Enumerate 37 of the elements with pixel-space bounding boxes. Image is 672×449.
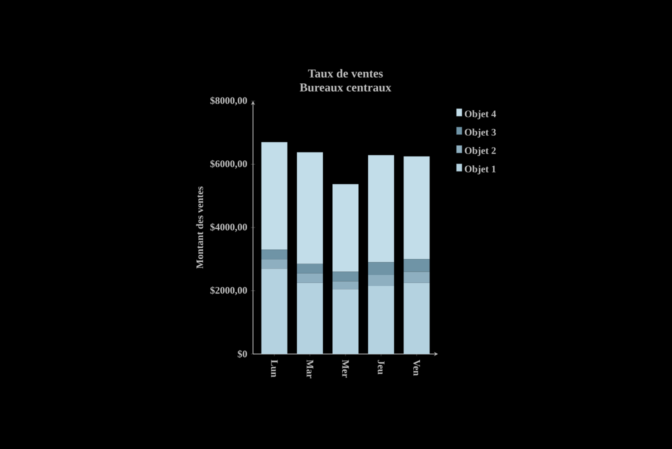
legend-label: Objet 3 (464, 128, 496, 138)
y-axis-title: Montant des ventes (196, 186, 204, 269)
bar (332, 272, 359, 282)
bar (332, 281, 359, 290)
bar (296, 273, 323, 283)
y-tick-label: $0 (238, 350, 247, 358)
bar (296, 282, 323, 354)
bar (296, 264, 323, 274)
bar (404, 282, 430, 354)
bar (404, 156, 430, 260)
bar (261, 142, 288, 250)
legend-label: Objet 2 (464, 146, 496, 156)
bar (404, 272, 430, 283)
x-tick-label: Mer (342, 360, 349, 378)
bar (368, 155, 394, 262)
chart-subtitle: Bureaux centraux (300, 84, 392, 92)
bar (261, 250, 288, 260)
chart-title: Taux de ventes (308, 69, 383, 78)
x-tick-label: Jeu (378, 360, 384, 374)
bar (368, 274, 394, 286)
bar (368, 286, 394, 354)
legend-label: Objet 4 (464, 110, 496, 120)
y-tick-label: $2000,00 (210, 286, 247, 296)
legend-label: Objet 1 (464, 165, 496, 174)
bar (261, 259, 288, 269)
x-tick-label: Mar (306, 360, 314, 378)
y-tick-label: $4000,00 (210, 223, 247, 232)
x-tick-label: Ven (413, 360, 420, 376)
y-tick-label: $6000,00 (210, 160, 247, 169)
bar (332, 184, 359, 272)
bar (261, 268, 288, 354)
bar (368, 262, 394, 275)
y-tick-label: $8000,00 (210, 96, 247, 106)
bar (332, 289, 359, 354)
bar (296, 152, 323, 264)
x-tick-label: Lun (271, 360, 278, 378)
bar (404, 259, 430, 272)
